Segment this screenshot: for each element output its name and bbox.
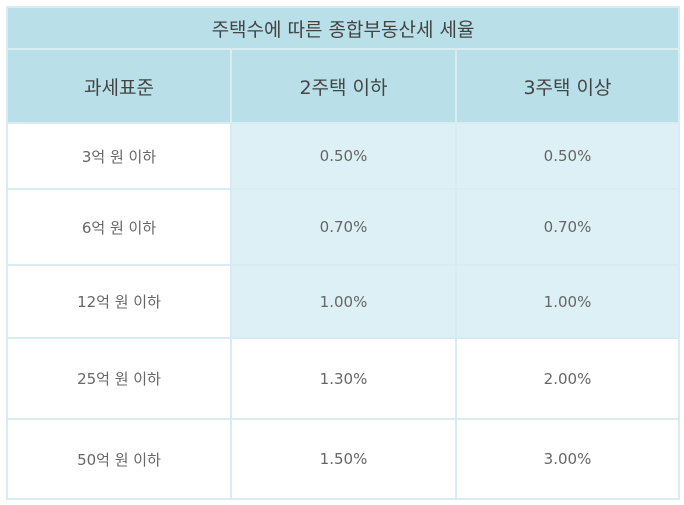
tax-rate-table: 주택수에 따른 종합부동산세 세율 과세표준 2주택 이하 3주택 이상 3억 … bbox=[6, 6, 680, 500]
column-header-tax-base: 과세표준 bbox=[6, 48, 232, 124]
rate-cell-two-or-less: 1.00% bbox=[230, 264, 457, 339]
rate-cell-two-or-less: 1.30% bbox=[230, 337, 457, 420]
rate-cell-two-or-less: 0.70% bbox=[230, 188, 457, 266]
bracket-cell: 6억 원 이하 bbox=[6, 188, 232, 266]
table-row: 50억 원 이하 1.50% 3.00% bbox=[6, 418, 680, 500]
rate-cell-two-or-less: 1.50% bbox=[230, 418, 457, 500]
bracket-cell: 25억 원 이하 bbox=[6, 337, 232, 420]
rate-cell-two-or-less: 0.50% bbox=[230, 122, 457, 190]
rate-cell-three-or-more: 0.70% bbox=[455, 188, 680, 266]
rate-cell-three-or-more: 2.00% bbox=[455, 337, 680, 420]
bracket-cell: 3억 원 이하 bbox=[6, 122, 232, 190]
bracket-cell: 12억 원 이하 bbox=[6, 264, 232, 339]
rate-cell-three-or-more: 3.00% bbox=[455, 418, 680, 500]
rate-cell-three-or-more: 1.00% bbox=[455, 264, 680, 339]
table-row: 12억 원 이하 1.00% 1.00% bbox=[6, 264, 680, 339]
table-row: 3억 원 이하 0.50% 0.50% bbox=[6, 122, 680, 190]
column-header-two-or-less: 2주택 이하 bbox=[230, 48, 457, 124]
column-header-three-or-more: 3주택 이상 bbox=[455, 48, 680, 124]
rate-cell-three-or-more: 0.50% bbox=[455, 122, 680, 190]
bracket-cell: 50억 원 이하 bbox=[6, 418, 232, 500]
table-row: 6억 원 이하 0.70% 0.70% bbox=[6, 188, 680, 266]
table-title: 주택수에 따른 종합부동산세 세율 bbox=[6, 6, 680, 50]
table-row: 25억 원 이하 1.30% 2.00% bbox=[6, 337, 680, 420]
